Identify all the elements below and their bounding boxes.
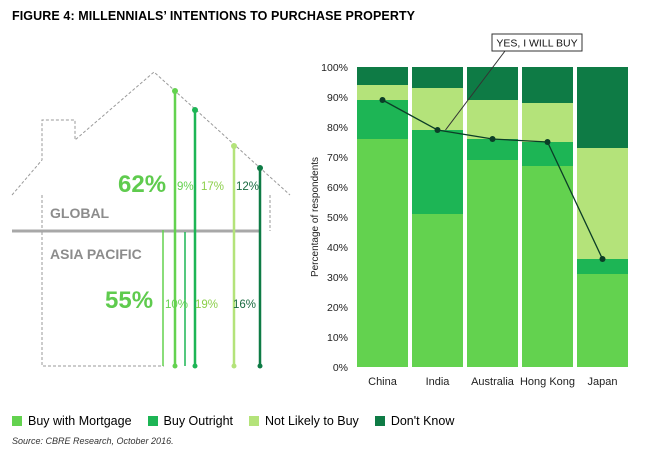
source-note: Source: CBRE Research, October 2016. (12, 436, 174, 446)
legend-swatch (12, 416, 22, 426)
bar-segment-don-t-know (467, 67, 518, 100)
x-tick-label: Japan (588, 376, 618, 388)
y-tick-label: 30% (327, 272, 348, 284)
indicator-dot-top (231, 143, 237, 149)
global-mortgage-value: 62% (118, 171, 166, 198)
house-illustration: GLOBAL ASIA PACIFIC (11, 71, 291, 367)
x-tick-label: China (368, 376, 398, 388)
bar-segment-don-t-know (357, 67, 408, 85)
global-dont-know-value: 12% (236, 181, 259, 193)
bar-segment-don-t-know (577, 67, 628, 148)
bar-segment-not-likely-to-buy (467, 100, 518, 139)
house-values: 62% 9% 17% 12% 55% 10% 19% 16% (105, 171, 259, 314)
chart-legend: Buy with Mortgage Buy Outright Not Likely … (12, 414, 470, 428)
legend-item: Buy Outright (147, 414, 234, 428)
legend-swatch (374, 416, 385, 426)
x-tick-label: Hong Kong (520, 376, 575, 388)
indicator-dot-top (257, 165, 263, 171)
indicator-dot-top (192, 107, 198, 113)
house-indicator-lines (162, 88, 263, 369)
bar-segment-buy-outright (357, 100, 408, 139)
asia-pacific-label: ASIA PACIFIC (50, 246, 142, 262)
y-tick-label: 90% (327, 92, 348, 104)
x-tick-label: Australia (471, 376, 515, 388)
indicator-dot-top (172, 88, 178, 94)
y-tick-label: 50% (327, 212, 348, 224)
bar-segment-buy-outright (412, 130, 463, 214)
bar-segment-buy-with-mortgage (357, 139, 408, 367)
y-tick-label: 40% (327, 242, 348, 254)
stacked-bar-chart: 0% 10% 20% 30% 40% 50% 60% 70% 80% 90% 100% Percent… (310, 33, 628, 388)
y-tick-label: 80% (327, 122, 348, 134)
y-tick-label: 20% (327, 302, 348, 314)
asia-dont-know-value: 16% (233, 299, 256, 311)
figure-title: FIGURE 4: MILLENNIALS’ INTENTIONS TO PUR… (12, 9, 416, 23)
legend-item: Buy with Mortgage (12, 414, 132, 428)
indicator-dot-bottom (231, 363, 237, 369)
bar-segment-buy-outright (522, 142, 573, 166)
will-buy-point (379, 97, 386, 103)
y-axis-label: Percentage of respondents (310, 157, 321, 277)
bar-segment-buy-outright (467, 139, 518, 160)
asia-mortgage-value: 55% (105, 287, 153, 314)
will-buy-point (434, 127, 441, 133)
bar-segment-buy-with-mortgage (577, 274, 628, 367)
bar-segment-buy-outright (577, 259, 628, 274)
asia-outright-value: 10% (165, 299, 188, 311)
legend-item: Don't Know (374, 414, 455, 428)
bar-segment-not-likely-to-buy (412, 88, 463, 130)
bar-segment-not-likely-to-buy (522, 103, 573, 142)
legend-swatch (147, 416, 158, 426)
legend-item: Not Likely to Buy (249, 414, 359, 428)
will-buy-point (489, 136, 496, 142)
indicator-dot-bottom (257, 363, 263, 369)
annotation-box (491, 33, 583, 52)
bar-segment-buy-with-mortgage (412, 214, 463, 367)
global-label: GLOBAL (50, 205, 110, 221)
x-tick-label: India (426, 376, 451, 388)
indicator-dot-bottom (192, 363, 198, 369)
global-not-likely-value: 17% (201, 181, 224, 193)
house-lower-left-wall (41, 232, 164, 367)
bar-segment-not-likely-to-buy (357, 85, 408, 100)
bar-segment-don-t-know (522, 67, 573, 103)
y-tick-label: 70% (327, 152, 348, 164)
legend-label: Don't Know (390, 414, 455, 428)
legend-swatch (249, 416, 260, 426)
annotation-pointer (445, 50, 506, 131)
bar-segment-buy-with-mortgage (522, 166, 573, 367)
legend-label: Buy with Mortgage (28, 414, 132, 428)
indicator-dot-bottom (172, 363, 178, 369)
y-tick-label: 60% (327, 182, 348, 194)
house-roof-outline (11, 71, 291, 196)
y-tick-label: 10% (327, 332, 348, 344)
annotation-text: YES, I WILL BUY (496, 38, 577, 50)
y-tick-label: 100% (321, 62, 348, 74)
global-outright-value: 9% (177, 181, 194, 193)
legend-label: Buy Outright (163, 414, 234, 428)
y-tick-label: 0% (333, 362, 348, 374)
will-buy-point (544, 139, 551, 145)
bar-segment-not-likely-to-buy (577, 148, 628, 259)
legend-label: Not Likely to Buy (265, 414, 359, 428)
asia-not-likely-value: 19% (195, 299, 218, 311)
will-buy-point (599, 256, 606, 262)
bar-segment-don-t-know (412, 67, 463, 88)
bar-segment-buy-with-mortgage (467, 160, 518, 367)
